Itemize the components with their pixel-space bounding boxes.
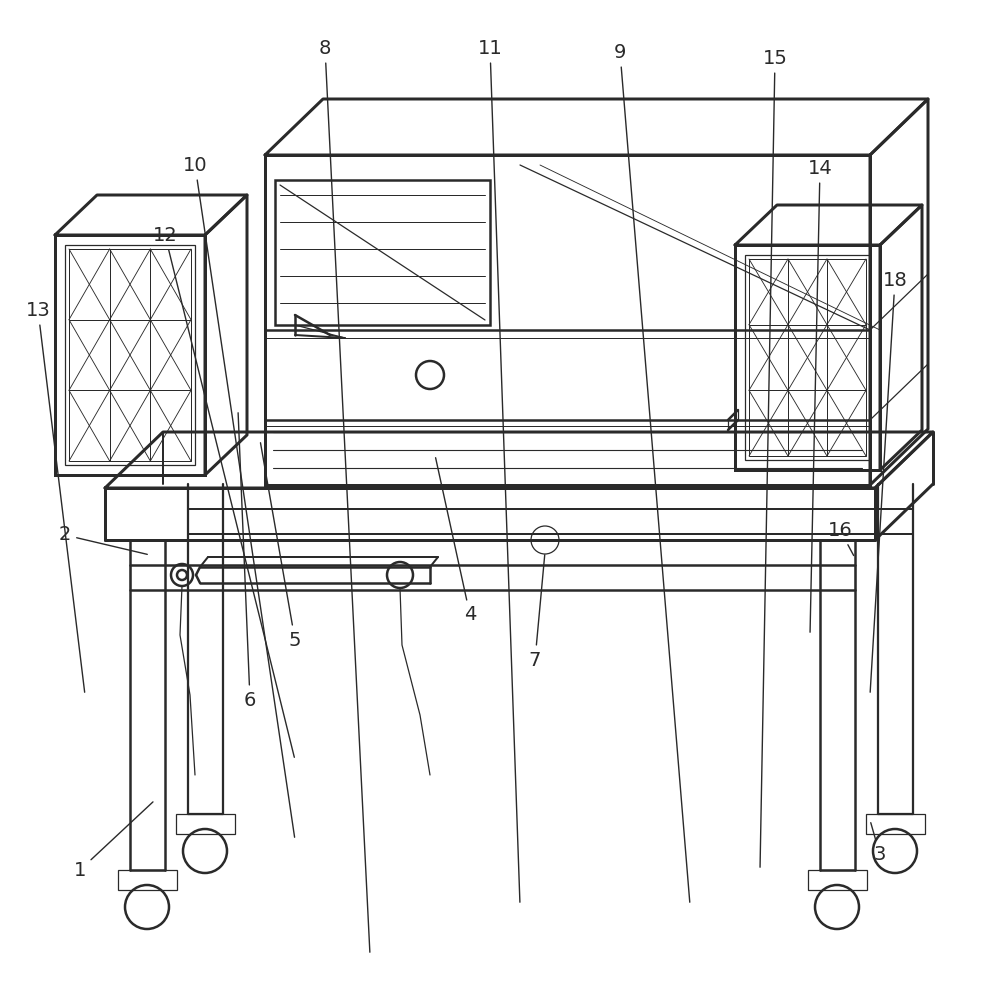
Text: 14: 14: [808, 158, 832, 632]
Bar: [118, 870, 177, 890]
Text: 4: 4: [436, 458, 476, 625]
Text: 6: 6: [238, 412, 256, 710]
Text: 5: 5: [260, 443, 301, 649]
Text: 11: 11: [478, 38, 520, 902]
Bar: [65, 245, 195, 465]
Bar: [735, 245, 880, 470]
Bar: [69, 249, 191, 461]
Bar: [749, 259, 866, 456]
Text: 1: 1: [74, 802, 153, 880]
Text: 12: 12: [153, 226, 294, 757]
Bar: [55, 235, 205, 475]
Bar: [808, 870, 867, 890]
Text: 15: 15: [760, 48, 787, 867]
Text: 9: 9: [614, 42, 690, 902]
Text: 16: 16: [828, 520, 854, 556]
Bar: [745, 255, 870, 460]
Text: 2: 2: [59, 525, 147, 555]
Text: 13: 13: [26, 300, 85, 692]
Text: 18: 18: [870, 270, 907, 692]
Bar: [275, 180, 490, 325]
Text: 8: 8: [319, 38, 370, 953]
Bar: [176, 814, 235, 834]
Bar: [866, 814, 925, 834]
Bar: [265, 155, 870, 485]
Text: 7: 7: [529, 555, 545, 670]
Text: 10: 10: [183, 155, 295, 838]
Text: 3: 3: [871, 823, 886, 864]
